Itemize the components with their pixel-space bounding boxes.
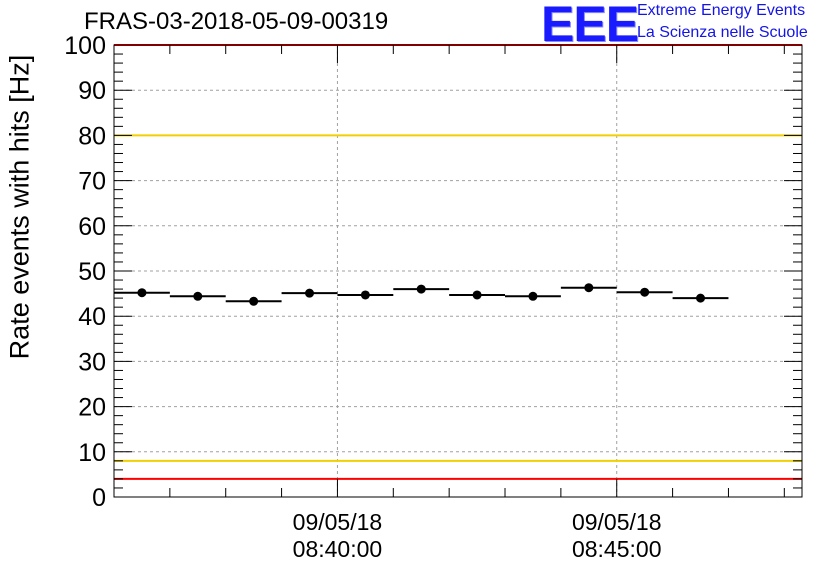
chart-title: FRAS-03-2018-05-09-00319: [84, 8, 389, 35]
data-point: [472, 290, 482, 300]
x-tick-label: 09/05/18 08:40:00: [293, 509, 383, 563]
logo-text-line2: La Scienza nelle Scuole: [637, 24, 808, 41]
y-tick-label: 100: [64, 32, 106, 60]
data-point: [249, 296, 259, 306]
data-point: [584, 283, 594, 293]
x-tick-time: 08:40:00: [292, 536, 383, 562]
data-point: [528, 291, 538, 301]
data-point: [640, 287, 650, 297]
y-axis-label: Rate events with hits [Hz]: [4, 54, 35, 360]
data-point: [360, 290, 370, 300]
data-point: [416, 284, 426, 294]
data-point: [696, 293, 706, 303]
y-tick-label: 80: [78, 122, 106, 150]
x-tick-label: 09/05/18 08:45:00: [572, 509, 662, 563]
y-tick-label: 0: [92, 484, 106, 512]
y-tick-label: 40: [78, 303, 106, 331]
data-point: [193, 291, 203, 301]
y-tick-label: 50: [78, 258, 106, 286]
y-tick-label: 30: [78, 348, 106, 376]
y-tick-label: 20: [78, 394, 106, 422]
data-point: [305, 288, 315, 298]
logo-text-line1: Extreme Energy Events: [637, 2, 806, 19]
y-tick-label: 70: [78, 168, 106, 196]
y-tick-label: 90: [78, 77, 106, 105]
eee-logo: EEE: [541, 0, 639, 52]
x-tick-time: 08:45:00: [571, 536, 662, 562]
y-tick-label: 60: [78, 213, 106, 241]
data-point: [137, 288, 147, 298]
x-tick-date: 09/05/18: [292, 509, 383, 535]
x-tick-date: 09/05/18: [571, 509, 662, 535]
y-tick-label: 10: [78, 439, 106, 467]
